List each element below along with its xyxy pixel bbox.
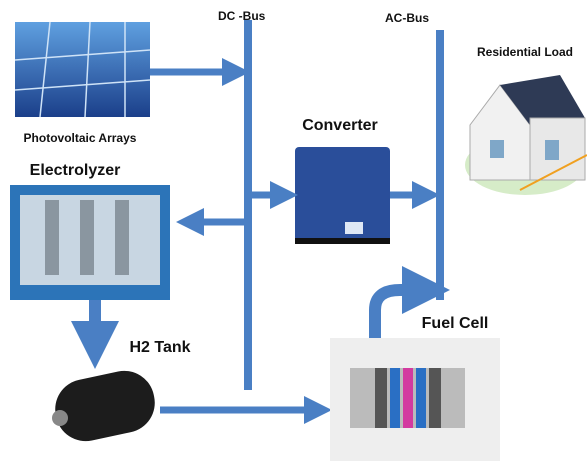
dc-bus-label: DC -Bus bbox=[218, 9, 266, 23]
converter-image bbox=[295, 147, 390, 244]
pv-image bbox=[14, 21, 151, 118]
fuel-cell-image bbox=[330, 338, 500, 461]
residential-load-label: Residential Load bbox=[477, 45, 573, 59]
ac-bus-label: AC-Bus bbox=[385, 11, 429, 25]
electrolyzer-image bbox=[10, 185, 170, 300]
electrolyzer-label: Electrolyzer bbox=[30, 162, 121, 179]
pv-label: Photovoltaic Arrays bbox=[24, 131, 137, 145]
converter-label: Converter bbox=[302, 117, 378, 134]
arrow bbox=[369, 266, 450, 338]
fuel-cell-label: Fuel Cell bbox=[422, 315, 489, 332]
h2-tank-label: H2 Tank bbox=[129, 339, 190, 356]
house-image bbox=[465, 75, 587, 195]
h2-tank-image bbox=[52, 370, 155, 442]
